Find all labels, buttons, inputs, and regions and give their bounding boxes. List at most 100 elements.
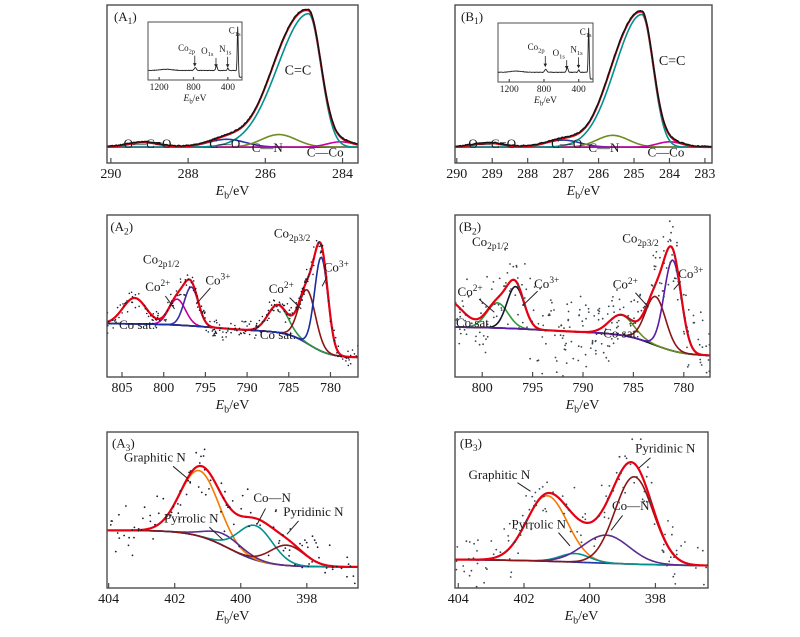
x-tick-label: 800 <box>153 381 174 396</box>
panel-B2: 800 795 790 785 780 Eb/eV (B2)Co2p1/2 Co2+ Co3+ C… <box>454 214 711 416</box>
x-tick-label: 284 <box>332 167 353 182</box>
annotation-leader-line <box>321 276 328 287</box>
x-tick-label: 404 <box>98 592 119 607</box>
annotation-label: Co2p3/2 <box>274 226 311 244</box>
annotation-leader-line <box>478 298 495 313</box>
panel-A2-curves <box>107 239 358 367</box>
annotation-label: Co2p1/2 <box>143 252 180 270</box>
raw-data-dots <box>455 438 708 588</box>
annotation-arrow-head <box>214 64 218 68</box>
x-tick-label: 400 <box>221 83 236 93</box>
x-tick-label: 288 <box>517 167 538 182</box>
plot-frame <box>454 4 713 164</box>
plot-frame <box>497 22 594 83</box>
annotation-label: Co2p1/2 <box>472 234 509 252</box>
x-tick-label: 805 <box>112 381 133 396</box>
panel-B1-curves <box>455 9 712 149</box>
panel-A3: 404 402 400 398 Eb/eV (A3)Graphitic N Pyrrolic… <box>98 431 359 627</box>
annotation-label: C1s <box>580 27 592 39</box>
x-tick-label: 287 <box>553 167 574 182</box>
annotation-leader-line <box>164 295 175 310</box>
x-tick-label: 790 <box>237 381 258 396</box>
x-tick-label: 800 <box>472 381 493 396</box>
panel-A1: 290 288 286 284 Eb/eV (A1) C=C O—C=O C—O C—N C—Co <box>100 4 359 202</box>
x-axis-label: Eb/eV <box>215 398 250 416</box>
annotation-label: C—Co <box>307 145 344 160</box>
x-tick-label: 402 <box>514 592 535 607</box>
x-tick-label: 404 <box>448 592 469 607</box>
annotation-leader-line <box>635 292 649 308</box>
annotation-leader-line <box>673 281 682 290</box>
x-tick-label: 290 <box>446 167 467 182</box>
annotation-label: Co—N <box>612 498 650 513</box>
annotation-label: C=C <box>285 64 312 79</box>
x-tick-label: 288 <box>178 167 199 182</box>
plot-frame <box>106 4 359 164</box>
annotation-label: Pyrrolic N <box>512 517 567 532</box>
x-tick-label: 402 <box>164 592 185 607</box>
annotation-label: Co sat. <box>260 327 296 342</box>
x-tick-label: 800 <box>186 83 201 93</box>
raw-data-dots <box>109 448 356 585</box>
annotation-label: Co—N <box>253 490 291 505</box>
plot-frame <box>147 21 243 81</box>
annotation-label: C—N <box>252 140 284 155</box>
x-axis-label: Eb/eV <box>566 184 601 202</box>
x-tick-label: 400 <box>230 592 251 607</box>
annotation-label: Co2p <box>528 42 545 54</box>
panel-A1-curves <box>107 8 358 149</box>
x-axis-label: Eb/eV <box>565 398 600 416</box>
annotation-label: Pyridinic N <box>635 440 696 455</box>
x-tick-label: 780 <box>320 381 341 396</box>
annotation-label: O1s <box>201 46 214 58</box>
annotation-label: (B1) <box>461 9 483 27</box>
annotation-arrow-head <box>576 64 581 69</box>
annotation-leader-line <box>286 520 299 535</box>
annotation-label: C—N <box>588 140 620 155</box>
component-curve-2 <box>107 524 358 568</box>
panel-B3-curves <box>455 438 708 588</box>
annotation-leader-line <box>256 508 266 525</box>
annotation-arrow-head <box>543 63 548 68</box>
annotation-label: (A1) <box>114 9 137 27</box>
panel-B1-inset: 1200 800 400 Eb/eV C1s Co2p O1s N1s <box>497 22 594 107</box>
annotation-label: Co3+ <box>324 260 349 275</box>
annotation-label: Co3+ <box>534 276 559 291</box>
annotation-label: Co2p3/2 <box>622 231 659 249</box>
annotation-label: O—C=O <box>124 136 172 151</box>
x-tick-label: 1200 <box>150 83 169 93</box>
annotation-leader-line <box>289 297 302 310</box>
annotation-label: Co sat. <box>456 315 492 330</box>
annotation-label: C=C <box>659 54 686 69</box>
raw-data-dots <box>455 220 710 377</box>
panel-A2: 805 800 795 790 785 780 Eb/eV (A2) Co2p1/2 Co2+ Co… <box>106 214 359 416</box>
x-tick-label: 286 <box>255 167 276 182</box>
envelope-curve <box>107 240 358 359</box>
plot-frame <box>106 431 359 589</box>
x-tick-label: 790 <box>573 381 594 396</box>
x-tick-label: 400 <box>572 85 587 95</box>
panel-B1: 290 289 288 287 286 285 284 283 Eb/eV (B1) C=C O—C=… <box>446 4 715 202</box>
envelope-curve <box>498 27 593 80</box>
component-curve-5 <box>455 259 710 357</box>
annotation-label: Co sat. <box>603 325 639 340</box>
envelope-curve <box>107 464 358 569</box>
annotation-label: N1s <box>219 44 232 56</box>
annotation-label: (B3) <box>460 436 482 454</box>
annotation-label: C—O <box>209 136 240 151</box>
x-tick-label: 785 <box>623 381 644 396</box>
annotation-label: Co2p <box>178 43 195 55</box>
annotation-arrow-head <box>192 63 197 67</box>
panel-B3: 404 402 400 398 Eb/eV (B3) Graphitic N Pyrrolic… <box>448 431 709 627</box>
annotation-leader-line <box>610 515 623 531</box>
x-tick-label: 780 <box>673 381 694 396</box>
x-tick-label: 286 <box>588 167 609 182</box>
envelope-curve <box>455 245 710 357</box>
x-tick-label: 284 <box>659 167 680 182</box>
annotation-leader-line <box>209 526 223 541</box>
x-tick-label: 400 <box>579 592 600 607</box>
envelope-curve <box>148 26 242 78</box>
annotation-label: (A3) <box>112 436 135 454</box>
annotation-label: O—C=O <box>468 136 516 151</box>
